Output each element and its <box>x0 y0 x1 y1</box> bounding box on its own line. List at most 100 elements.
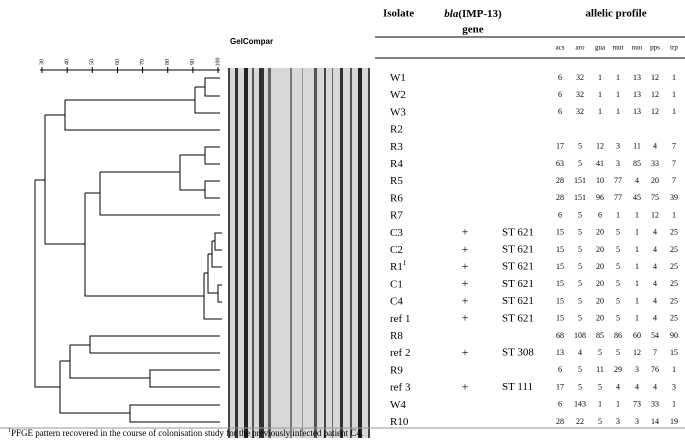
allele: 5 <box>578 382 582 391</box>
gene: + <box>462 379 469 393</box>
allele: 6 <box>558 365 562 374</box>
sequence-type: ST 621 <box>502 278 534 290</box>
allele: 13 <box>556 348 564 357</box>
allele: 28 <box>556 176 564 185</box>
isolate: ref 2 <box>390 347 410 359</box>
gene-italic: bla <box>444 8 459 20</box>
isolate-name: W2 <box>390 89 406 101</box>
scale-label: 100 <box>215 58 221 67</box>
allele: 13 <box>633 90 641 99</box>
gene-header: bla(IMP-13) <box>444 8 502 20</box>
allele: 1 <box>672 73 676 82</box>
isolate-name: R2 <box>390 123 403 135</box>
gene: + <box>462 311 469 325</box>
allele: 86 <box>614 331 622 340</box>
allele: 45 <box>633 193 641 202</box>
allele: 15 <box>556 314 564 323</box>
allele: 1 <box>616 107 620 116</box>
scale-label: 30 <box>39 59 45 65</box>
allele: 7 <box>653 348 657 357</box>
allele: 15 <box>556 296 564 305</box>
allele: 5 <box>616 348 620 357</box>
allele: 5 <box>578 262 582 271</box>
allele: 12 <box>596 142 604 151</box>
allele: 5 <box>578 142 582 151</box>
isolate: W1 <box>390 72 406 84</box>
gene: + <box>462 225 469 239</box>
allele: 11 <box>633 142 641 151</box>
allele: 3 <box>635 417 639 426</box>
allele: 28 <box>556 193 564 202</box>
gene-rest: (IMP-13) <box>458 8 502 20</box>
isolate: R6 <box>390 192 403 204</box>
allele: 41 <box>596 159 604 168</box>
allele: 20 <box>596 279 604 288</box>
isolate-name: R10 <box>390 416 409 428</box>
allele: 85 <box>596 331 604 340</box>
allele: 15 <box>556 262 564 271</box>
allele: 4 <box>653 262 657 271</box>
allele: 20 <box>596 245 604 254</box>
gene: + <box>462 345 469 359</box>
allele: 5 <box>578 210 582 219</box>
allele: 6 <box>558 73 562 82</box>
isolate: C1 <box>390 278 403 290</box>
isolate: R10 <box>390 416 409 428</box>
scale-label: 90 <box>190 59 196 65</box>
allele: 4 <box>653 314 657 323</box>
allele: 4 <box>653 228 657 237</box>
isolate: R11 <box>390 259 407 273</box>
allele: 17 <box>556 142 564 151</box>
allele: 15 <box>556 279 564 288</box>
allele: 5 <box>578 159 582 168</box>
isolate-name: R4 <box>390 158 403 170</box>
allele: 108 <box>574 331 586 340</box>
allele: 1 <box>672 365 676 374</box>
isolate: ref 3 <box>390 381 411 393</box>
allele: 22 <box>576 417 584 426</box>
allele: 68 <box>556 331 564 340</box>
locus-header: gua <box>595 44 606 52</box>
allele: 5 <box>578 365 582 374</box>
allele: 7 <box>672 142 676 151</box>
isolate-name: R7 <box>390 209 403 221</box>
allele: 85 <box>633 159 641 168</box>
sequence-type: ST 621 <box>502 244 534 256</box>
allele: 3 <box>616 142 620 151</box>
scale-label: 70 <box>140 59 146 65</box>
allele: 96 <box>596 193 604 202</box>
allele: 1 <box>616 400 620 409</box>
allele: 13 <box>633 73 641 82</box>
allele: 5 <box>578 314 582 323</box>
allele: 15 <box>670 348 678 357</box>
allele: 33 <box>651 400 659 409</box>
allele: 4 <box>653 296 657 305</box>
sequence-type: ST 621 <box>502 312 534 324</box>
allele: 25 <box>670 296 678 305</box>
allele: 1 <box>635 279 639 288</box>
isolate-name: C1 <box>390 278 403 290</box>
gene: + <box>462 276 469 290</box>
gene: + <box>462 242 469 256</box>
sequence-type: ST 621 <box>502 261 534 273</box>
isolate: R7 <box>390 209 403 221</box>
allele: 13 <box>633 107 641 116</box>
dendrogram <box>34 77 222 423</box>
allele: 20 <box>596 228 604 237</box>
isolate: R9 <box>390 364 403 376</box>
isolate: C2 <box>390 244 403 256</box>
isolate-name: W4 <box>390 398 406 410</box>
allele: 63 <box>556 159 564 168</box>
locus-header: trp <box>670 44 678 52</box>
allele: 77 <box>614 176 622 185</box>
allele: 12 <box>633 348 641 357</box>
isolate-name: C2 <box>390 244 403 256</box>
allele: 3 <box>616 417 620 426</box>
allele: 1 <box>635 228 639 237</box>
allele: 5 <box>616 245 620 254</box>
allele: 15 <box>556 245 564 254</box>
footnote-text: PFGE pattern recovered in the course of … <box>11 428 363 438</box>
allele: 1 <box>635 296 639 305</box>
allele: 10 <box>596 176 604 185</box>
